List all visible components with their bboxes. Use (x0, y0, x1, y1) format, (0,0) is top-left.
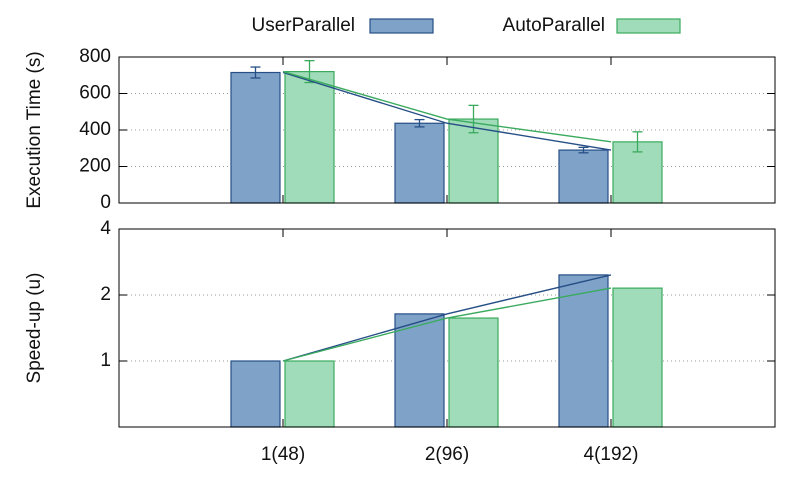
y-tick-label: 0 (100, 192, 111, 213)
bar (448, 317, 499, 428)
trend-line (282, 274, 612, 362)
bar (612, 287, 663, 428)
y-tick-label: 200 (79, 156, 111, 177)
bar (394, 313, 445, 428)
y-axis-label: Speed-up (u) (24, 273, 45, 384)
y-tick-label: 2 (100, 284, 111, 305)
legend-swatch (616, 18, 681, 34)
error-bar (414, 118, 425, 128)
legend-swatch (369, 18, 434, 34)
y-tick-label: 4 (100, 218, 111, 239)
bar (558, 274, 609, 428)
x-tick-label: 4(192) (584, 444, 639, 465)
y-tick-label: 400 (79, 119, 111, 140)
trend-line (282, 71, 612, 151)
bar (558, 149, 609, 204)
plot-frame (118, 228, 776, 428)
y-tick-label: 1 (100, 350, 111, 371)
plot-frame (118, 56, 776, 204)
bar (230, 71, 281, 204)
y-axis-label: Execution Time (s) (24, 51, 45, 208)
legend-label: AutoParallel (503, 15, 605, 36)
error-bar (632, 131, 643, 153)
y-tick-label: 600 (79, 83, 111, 104)
trend-line (282, 70, 612, 143)
bar (394, 122, 445, 204)
bar (284, 360, 335, 428)
legend-label: UserParallel (252, 15, 355, 36)
y-tick-label: 800 (79, 46, 111, 67)
x-tick-label: 2(96) (425, 444, 469, 465)
error-bar (250, 66, 261, 79)
x-tick-label: 1(48) (261, 444, 305, 465)
bar (284, 70, 335, 204)
bar (230, 360, 281, 428)
trend-line (282, 287, 612, 362)
error-bar (578, 146, 589, 154)
